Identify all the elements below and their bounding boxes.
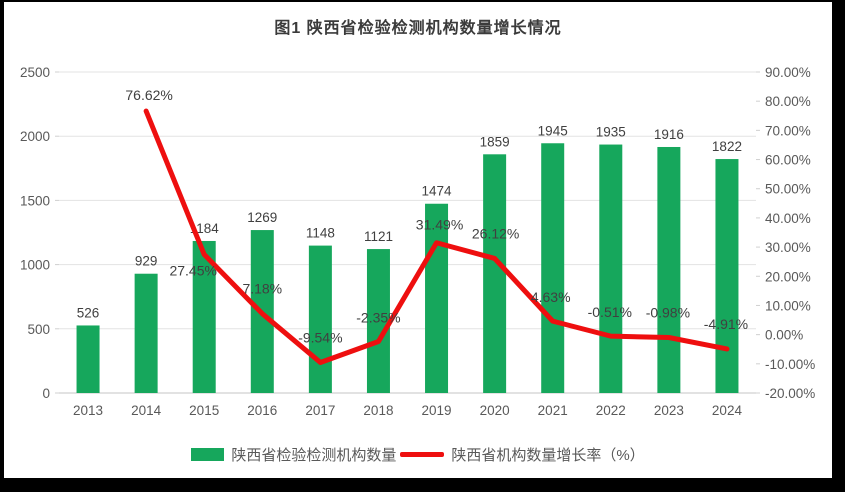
legend-bar-label: 陕西省检验检测机构数量 [231,447,397,464]
right-axis-label: 90.00% [765,65,811,80]
line-point-label: -0.98% [646,304,690,320]
bar-2018 [366,249,390,393]
x-axis-label: 2023 [654,403,684,418]
x-axis-label: 2016 [247,403,277,418]
right-axis-label: -20.00% [765,386,815,401]
x-axis-label: 2014 [131,403,162,418]
right-axis-label: 80.00% [765,94,811,109]
line-point-label: 76.62% [125,87,172,103]
bar-2020 [483,154,507,393]
line-series-swatch-icon [400,452,445,457]
right-axis-label: 40.00% [765,211,811,226]
line-point-label: 4.63% [531,289,571,305]
bar-2017 [308,245,332,393]
line-point-label: -9.54% [298,329,342,345]
left-axis-label: 1000 [20,258,50,273]
bar-series-swatch-icon [191,448,225,461]
line-point-label: 27.45% [169,263,216,279]
bar-value-label: 1945 [538,123,568,138]
right-axis-label: 0.00% [765,328,803,343]
right-axis-label: 60.00% [765,153,811,168]
left-axis-label: 0 [42,386,50,401]
line-point-label: -2.35% [356,309,400,325]
bar-value-label: 1916 [654,127,684,142]
x-axis-label: 2020 [480,403,510,418]
chart-legend: 陕西省检验检测机构数量 陕西省机构数量增长率（%） [4,444,832,465]
x-axis-label: 2022 [596,403,626,418]
x-axis-label: 2013 [73,403,103,418]
line-point-label: 31.49% [416,217,463,233]
bar-2023 [657,146,681,393]
growth-rate-line [143,108,730,365]
right-axis-label: 50.00% [765,182,811,197]
bar-value-label: 526 [77,305,100,320]
bar-2013 [76,325,100,393]
chart-panel: 图1 陕西省检验检测机构数量增长情况 0 500 1000 1500 2000 2500 -… [4,2,832,478]
legend-item-bars: 陕西省检验检测机构数量 [191,444,396,465]
bar-value-label: 1269 [247,210,277,225]
bar-value-label: 1859 [480,134,510,149]
line-point-label: -0.51% [588,304,632,320]
right-axis-label: 70.00% [765,123,811,138]
bar-value-label: 1822 [712,139,742,154]
x-axis-label: 2015 [189,403,219,418]
left-axis-label: 500 [27,322,50,337]
legend-item-line: 陕西省机构数量增长率（%） [400,444,645,465]
right-axis-label: 30.00% [765,240,811,255]
x-axis-label: 2024 [712,403,743,418]
chart-canvas: 0 500 1000 1500 2000 2500 -20.00% -10.00% 0.00% 1… [20,65,815,418]
bar-value-label: 1121 [364,229,393,244]
legend-line-label: 陕西省机构数量增长率（%） [451,447,645,464]
bar-2015 [192,240,216,393]
left-axis-label: 2000 [20,129,50,144]
bar-2014 [134,273,158,393]
line-point-label: -4.91% [704,316,748,332]
line-point-label: 26.12% [472,225,519,241]
right-axis-label: 20.00% [765,269,811,284]
left-axis-label: 1500 [20,193,50,208]
bar-value-label: 1148 [306,226,335,241]
bar-2021 [541,143,565,393]
x-axis-label: 2017 [305,403,335,418]
bar-2024 [715,159,739,393]
x-axis-label: 2019 [422,403,452,418]
x-axis-label: 2021 [538,403,568,418]
right-axis-label: 10.00% [765,298,811,313]
right-axis-label: -10.00% [765,357,815,372]
line-point-label: 7.18% [242,281,282,297]
x-axis-label: 2018 [363,403,393,418]
bar-value-label: 929 [135,254,158,269]
bar-value-label: 1474 [422,184,453,199]
left-axis-label: 2500 [20,65,50,80]
bar-2022 [599,144,623,393]
chart-title: 图1 陕西省检验检测机构数量增长情况 [274,20,562,37]
bar-value-label: 1935 [596,125,626,140]
